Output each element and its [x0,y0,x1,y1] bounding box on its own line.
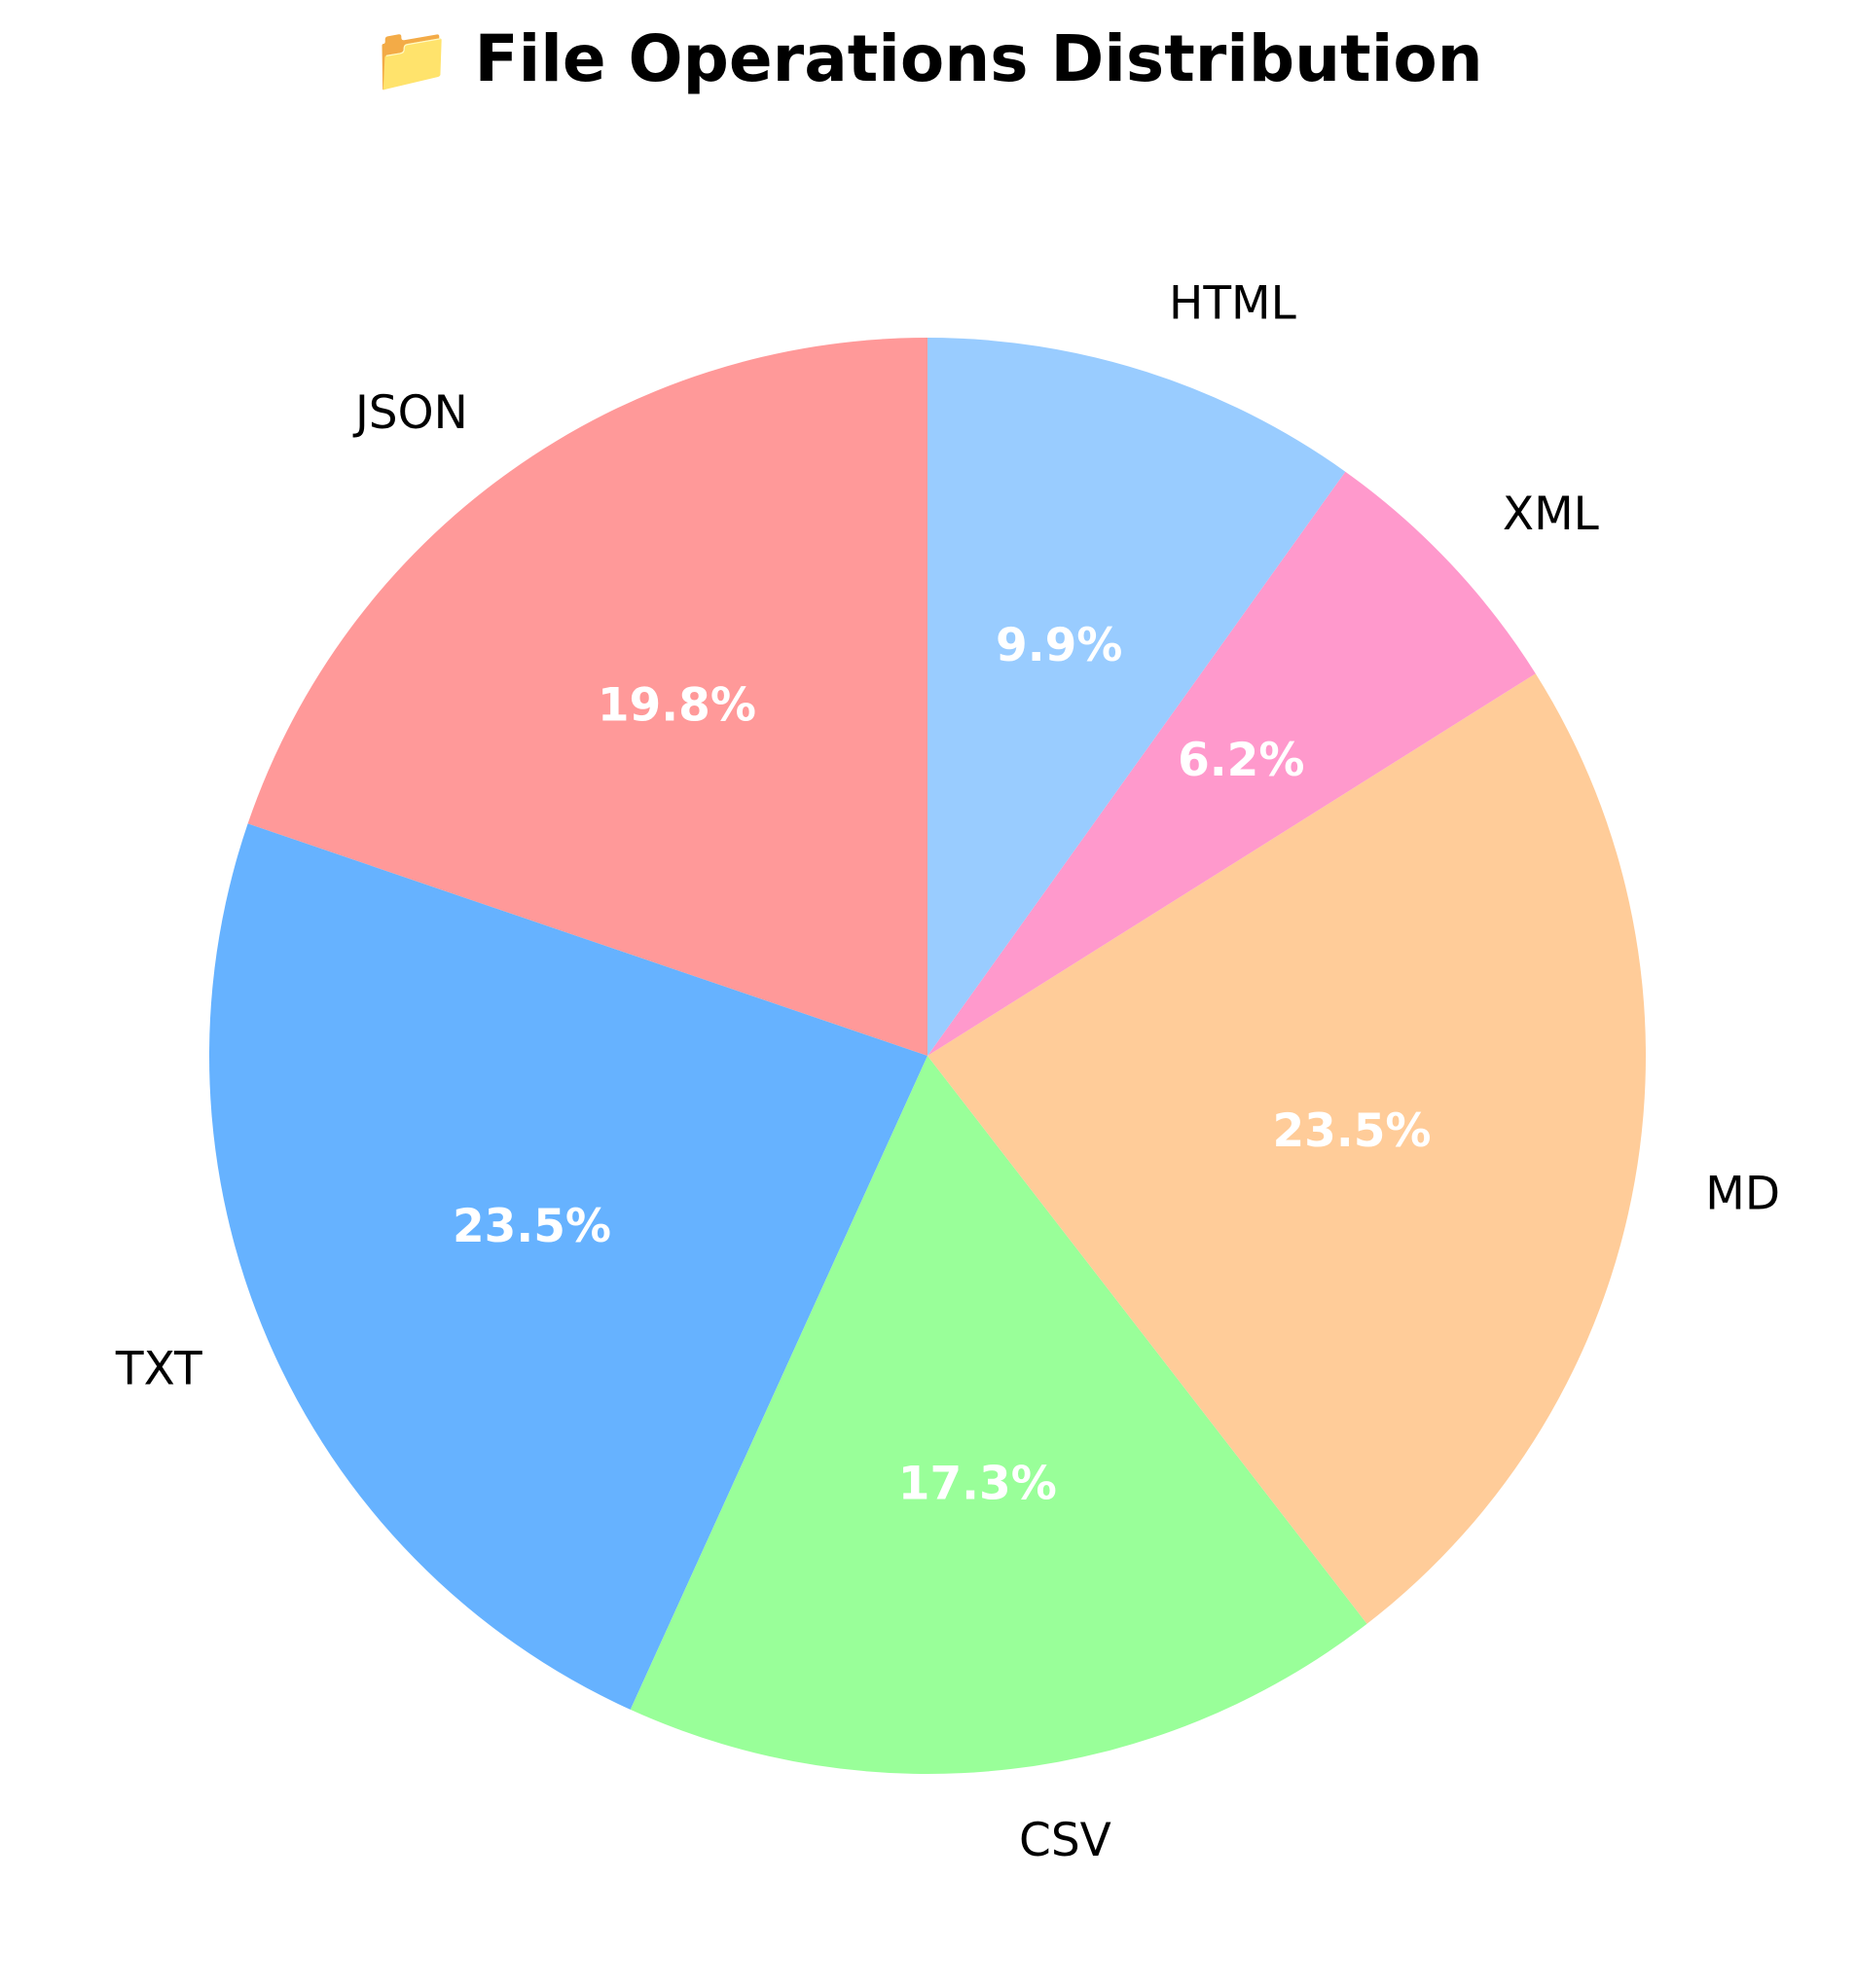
pie-slice-csv [630,1056,1367,1775]
slice-percent-md: 23.5% [1272,1104,1431,1158]
slice-percent-txt: 23.5% [453,1200,611,1253]
pie-slice-xml [928,471,1536,1056]
slice-percent-xml: 6.2% [1178,734,1304,787]
pie-slice-json [247,337,928,1056]
pie-slice-txt [208,823,928,1710]
slice-label-html: HTML [1169,277,1296,331]
slice-category-labels: JSON TXT CSV MD XML HTML [115,277,1780,1867]
slice-label-xml: XML [1503,488,1599,541]
slice-label-json: JSON [352,386,468,440]
pie-slices [208,337,1646,1775]
slice-label-txt: TXT [115,1342,202,1395]
slice-percent-html: 9.9% [996,619,1122,672]
slice-percent-labels: 19.8% 23.5% 17.3% 23.5% 6.2% 9.9% [453,619,1432,1510]
pie-slice-html [928,338,1346,1056]
chart-title: 📁 File Operations Distribution [372,21,1482,96]
slice-percent-json: 19.8% [598,678,756,732]
slice-percent-csv: 17.3% [898,1457,1057,1510]
slice-label-md: MD [1705,1167,1780,1220]
pie-slice-md [928,673,1646,1624]
slice-label-csv: CSV [1019,1814,1111,1867]
